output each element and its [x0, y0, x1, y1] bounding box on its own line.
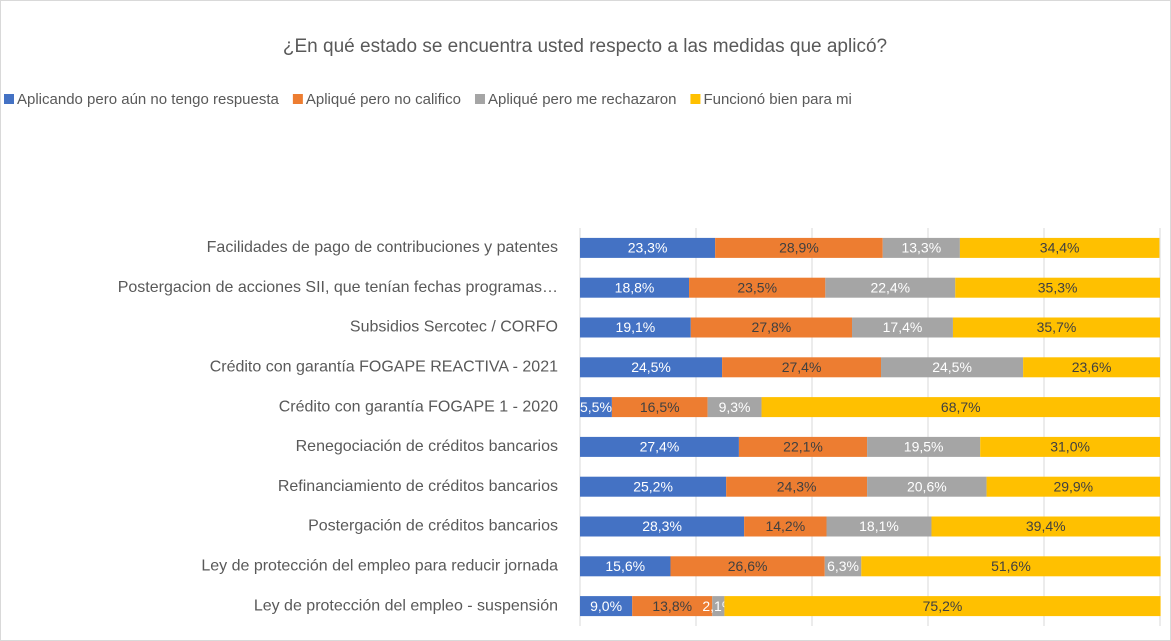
legend-swatch	[474, 94, 485, 104]
value-label: 31,0%	[1050, 439, 1090, 455]
y-tick-label: Crédito con garantía FOGAPE 1 - 2020	[279, 398, 558, 415]
value-label: 29,9%	[1053, 478, 1093, 494]
legend-swatch	[690, 94, 701, 104]
value-label: 6,3%	[827, 558, 859, 574]
value-label: 22,1%	[783, 439, 823, 455]
value-label: 23,5%	[737, 279, 777, 295]
bar-segment	[580, 436, 739, 457]
y-tick-label: Subsidios Sercotec / CORFO	[350, 319, 558, 336]
value-label: 28,9%	[779, 240, 819, 256]
bar-segment	[580, 357, 723, 378]
y-tick-label: Ley de protección del empleo - suspensió…	[254, 597, 558, 614]
value-label: 9,3%	[719, 399, 751, 415]
value-label: 28,3%	[642, 518, 682, 534]
value-label: 27,4%	[782, 359, 822, 375]
value-label: 18,8%	[615, 279, 655, 295]
bar-segment	[580, 596, 633, 617]
value-label: 13,3%	[901, 240, 941, 256]
legend-label: Apliqué pero no califico	[306, 91, 461, 108]
value-label: 39,4%	[1026, 518, 1066, 534]
bar-segment	[722, 357, 882, 378]
bar-segment	[867, 476, 987, 497]
y-tick-label: Ley de protección del empleo para reduci…	[201, 558, 558, 575]
y-tick-label: Facilidades de pago de contribuciones y …	[207, 239, 558, 256]
bar-segment	[824, 556, 862, 577]
bar-segment	[959, 237, 1160, 258]
bar-segment	[689, 277, 826, 298]
y-tick-label: Crédito con garantía FOGAPE REACTIVA - 2…	[210, 359, 558, 376]
legend-swatch	[292, 94, 303, 104]
bar-segment	[952, 317, 1160, 338]
chart-title: ¿En qué estado se encuentra usted respec…	[283, 36, 887, 57]
legend-swatch	[4, 94, 14, 104]
legend-label: Funcionó bien para mi	[703, 91, 851, 108]
bar-segment	[986, 476, 1160, 497]
value-label: 5,5%	[580, 399, 612, 415]
y-tick-label: Refinanciamiento de créditos bancarios	[278, 478, 558, 495]
value-label: 24,5%	[932, 359, 972, 375]
value-label: 18,1%	[859, 518, 899, 534]
value-label: 24,5%	[631, 359, 671, 375]
bar-segment	[712, 596, 725, 617]
bar-segment	[826, 516, 932, 537]
value-label: 26,6%	[728, 558, 768, 574]
value-label: 14,2%	[765, 518, 805, 534]
value-label: 15,6%	[605, 558, 645, 574]
bar-segment	[580, 476, 727, 497]
value-label: 23,6%	[1072, 359, 1112, 375]
bar-segment	[882, 237, 960, 258]
bar-segment	[881, 357, 1024, 378]
bar-segment	[761, 397, 1160, 418]
value-label: 51,6%	[991, 558, 1031, 574]
value-label: 17,4%	[883, 319, 923, 335]
value-label: 20,6%	[907, 478, 947, 494]
bar-segment	[861, 556, 1161, 577]
bar-segment	[867, 436, 981, 457]
value-label: 25,2%	[633, 478, 673, 494]
bar-segment	[580, 317, 691, 338]
bar-segment	[825, 277, 956, 298]
bar-segment	[632, 596, 713, 617]
bar-segment	[580, 397, 612, 418]
value-label: 19,1%	[616, 319, 656, 335]
value-label: 19,5%	[904, 439, 944, 455]
value-label: 35,7%	[1037, 319, 1077, 335]
bar-segment	[852, 317, 953, 338]
bar-segment	[580, 556, 671, 577]
value-label: 27,8%	[752, 319, 792, 335]
value-label: 24,3%	[777, 478, 817, 494]
value-label: 9,0%	[590, 598, 622, 614]
bar-segment	[580, 237, 716, 258]
bar-segment	[670, 556, 825, 577]
value-label: 68,7%	[941, 399, 981, 415]
y-tick-label: Postergación de créditos bancarios	[308, 518, 558, 535]
bar-segment	[715, 237, 883, 258]
bar-segment	[611, 397, 708, 418]
bar-segment	[744, 516, 827, 537]
bar-segment	[690, 317, 853, 338]
y-tick-label: Postergacion de acciones SII, que tenían…	[118, 279, 558, 296]
legend-label: Aplicando pero aún no tengo respuesta	[17, 91, 280, 108]
bar-segment	[726, 476, 868, 497]
bar-segment	[980, 436, 1160, 457]
bar-segment	[1023, 357, 1160, 378]
bar-segment	[580, 277, 690, 298]
value-label: 23,3%	[628, 240, 668, 256]
value-label: 34,4%	[1040, 240, 1080, 256]
bar-segment	[738, 436, 868, 457]
y-tick-label: Renegociación de créditos bancarios	[296, 438, 558, 455]
value-label: 27,4%	[640, 439, 680, 455]
value-label: 16,5%	[640, 399, 680, 415]
value-label: 75,2%	[923, 598, 963, 614]
bar-segment	[580, 516, 745, 537]
value-label: 13,8%	[652, 598, 692, 614]
value-label: 35,3%	[1038, 279, 1078, 295]
bar-segment	[707, 397, 762, 418]
legend-label: Apliqué pero me rechazaron	[488, 91, 676, 108]
bar-segment	[724, 596, 1161, 617]
value-label: 22,4%	[870, 279, 910, 295]
bar-segment	[931, 516, 1160, 537]
bar-segment	[955, 277, 1160, 298]
